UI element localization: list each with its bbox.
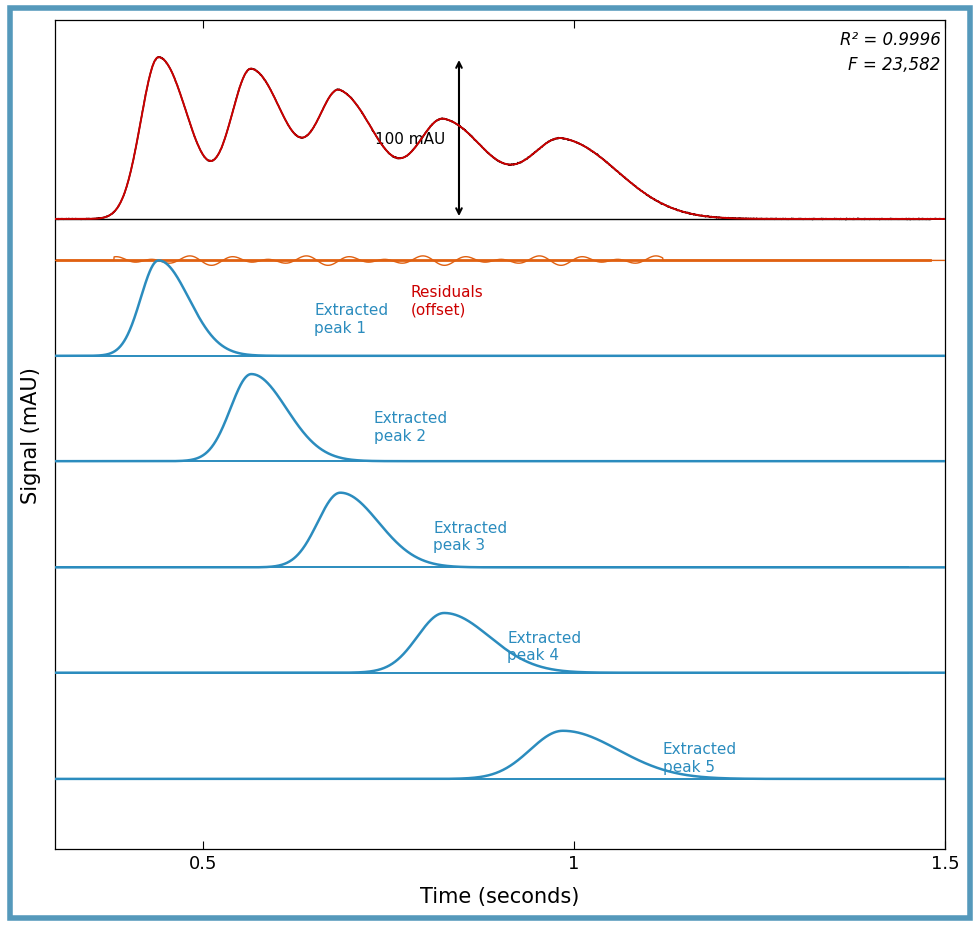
Text: Residuals
(offset): Residuals (offset) bbox=[411, 285, 483, 317]
Text: Extracted
peak 2: Extracted peak 2 bbox=[373, 411, 448, 443]
X-axis label: Time (seconds): Time (seconds) bbox=[420, 886, 579, 907]
Text: R² = 0.9996: R² = 0.9996 bbox=[840, 31, 941, 49]
Text: Extracted
peak 1: Extracted peak 1 bbox=[315, 303, 388, 336]
Text: Extracted
peak 5: Extracted peak 5 bbox=[663, 742, 737, 774]
Text: F = 23,582: F = 23,582 bbox=[848, 56, 941, 73]
Text: Extracted
peak 3: Extracted peak 3 bbox=[433, 520, 508, 552]
Text: 100 mAU: 100 mAU bbox=[375, 132, 446, 146]
Y-axis label: Signal (mAU): Signal (mAU) bbox=[21, 367, 41, 503]
Text: Extracted
peak 4: Extracted peak 4 bbox=[508, 630, 581, 663]
